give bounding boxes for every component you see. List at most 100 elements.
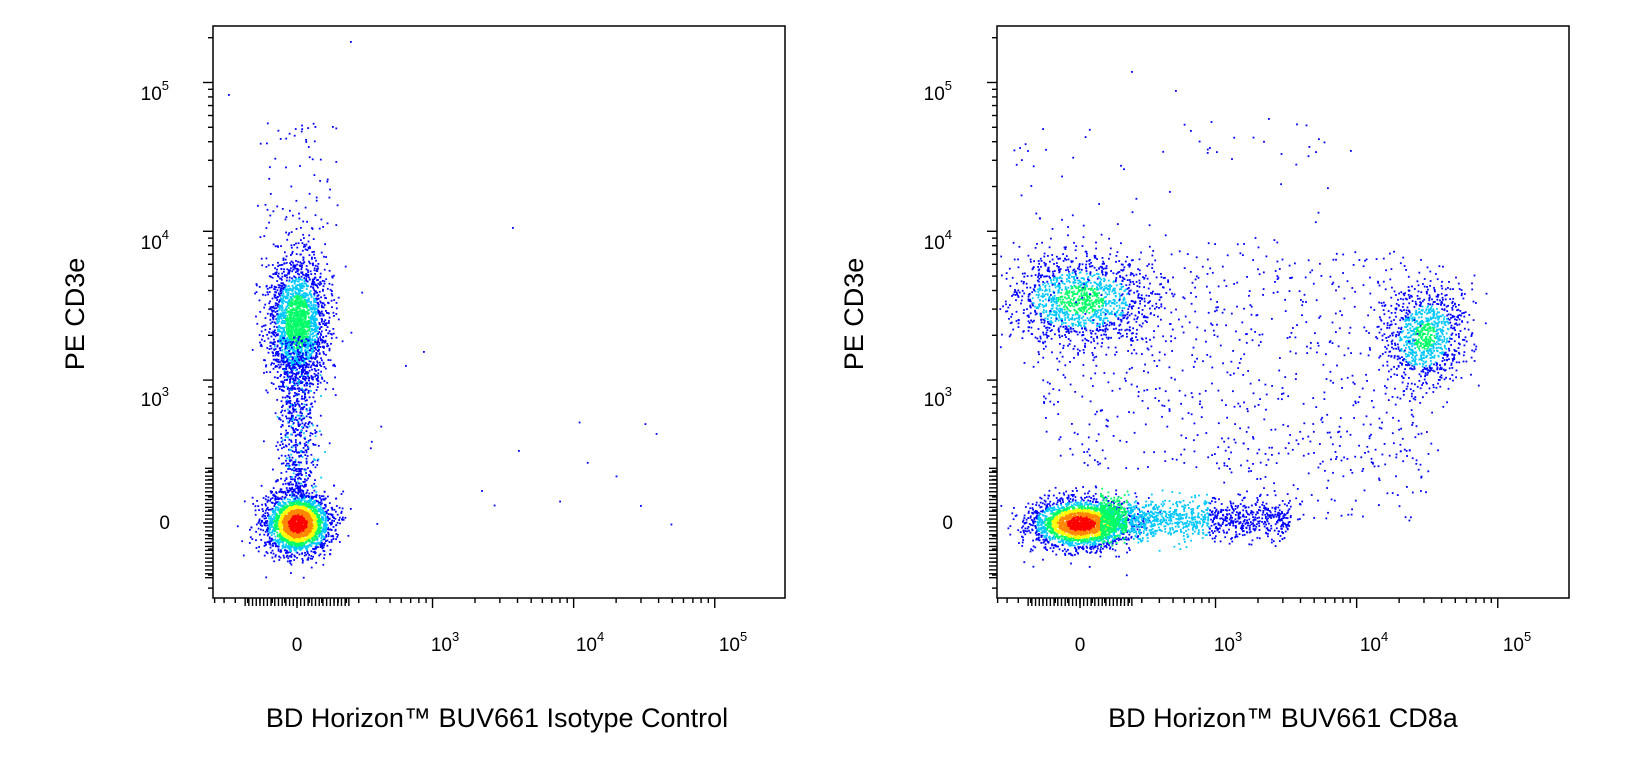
event-dot (315, 522, 318, 525)
event-dot (280, 517, 283, 520)
event-dot (287, 500, 290, 503)
event-dot (292, 302, 294, 305)
event-dot (275, 387, 277, 390)
event-dot (299, 264, 302, 267)
event-dot (311, 333, 314, 336)
event-dot (319, 503, 322, 506)
event-dot (305, 507, 308, 509)
event-dot (314, 542, 316, 545)
event-dot (293, 547, 295, 550)
event-dot (300, 351, 303, 354)
event-dot (302, 311, 304, 314)
event-dot (313, 289, 315, 291)
event-dot (280, 268, 283, 270)
event-dot (279, 308, 281, 311)
event-dot (298, 329, 301, 332)
event-dot (300, 348, 303, 351)
event-dot (293, 345, 295, 348)
event-dot (306, 329, 309, 332)
event-dot (299, 515, 302, 518)
event-dot (291, 309, 293, 312)
event-dot (280, 312, 283, 315)
event-dot (285, 521, 288, 523)
event-dot (289, 365, 291, 367)
event-dot (328, 517, 331, 520)
event-dot (307, 501, 309, 504)
event-dot (265, 504, 267, 507)
event-dot (282, 404, 284, 407)
event-dot (300, 531, 302, 534)
event-dot (303, 513, 306, 516)
event-dot (267, 527, 270, 530)
event-dot (296, 530, 299, 532)
event-dot (289, 402, 292, 405)
event-dot (310, 285, 312, 288)
event-dot (310, 512, 313, 515)
event-dot (272, 509, 275, 512)
event-dot (327, 332, 330, 335)
event-dot (293, 282, 296, 285)
event-dot (318, 554, 321, 557)
event-dot (288, 517, 291, 520)
event-dot (299, 509, 302, 512)
event-dot (302, 510, 304, 512)
event-dot (288, 489, 291, 492)
event-dot (294, 291, 297, 294)
event-dot (281, 495, 284, 498)
event-dot (296, 556, 298, 559)
event-dot (300, 526, 302, 528)
event-dot (277, 549, 280, 552)
event-dot (271, 276, 274, 279)
event-dot (298, 362, 301, 364)
event-dot (285, 459, 287, 462)
event-dot (317, 508, 320, 510)
event-dot (303, 237, 305, 239)
event-dot (302, 333, 305, 336)
event-dot (325, 510, 328, 513)
event-dot (286, 515, 288, 517)
event-dot (307, 299, 309, 302)
event-dot (282, 539, 285, 542)
event-dot (284, 316, 287, 318)
event-dot (294, 349, 297, 352)
event-dot (308, 500, 311, 502)
event-dot (311, 518, 314, 521)
event-dot (309, 302, 312, 304)
event-dot (304, 372, 306, 375)
event-dot (308, 329, 311, 332)
event-dot (262, 529, 265, 532)
event-dot (298, 553, 301, 556)
event-dot (285, 524, 288, 527)
event-dot (300, 324, 302, 327)
event-dot (285, 552, 287, 554)
event-dot (260, 539, 263, 541)
event-dot (300, 314, 303, 317)
event-dot (281, 333, 284, 336)
event-dot (313, 489, 316, 492)
event-dot (302, 520, 305, 523)
event-dot (317, 263, 320, 265)
event-dot (315, 533, 318, 536)
event-dot (323, 320, 326, 323)
event-dot (303, 391, 306, 394)
event-dot (314, 315, 316, 317)
event-dot (327, 533, 330, 536)
event-dot (309, 342, 312, 345)
event-dot (309, 519, 312, 522)
event-dot (316, 364, 318, 366)
event-dot (312, 264, 314, 267)
event-dot (306, 552, 309, 555)
event-dot (301, 538, 303, 541)
event-dot (304, 305, 307, 308)
event-dot (267, 351, 270, 354)
event-dot (304, 529, 306, 532)
event-dot (316, 295, 319, 297)
event-dot (308, 539, 310, 542)
event-dot (317, 514, 319, 517)
event-dot (274, 514, 276, 516)
event-dot (268, 286, 271, 289)
event-dot (284, 532, 287, 535)
event-dot (312, 339, 315, 342)
event-dot (299, 298, 301, 301)
event-dot (341, 518, 343, 521)
